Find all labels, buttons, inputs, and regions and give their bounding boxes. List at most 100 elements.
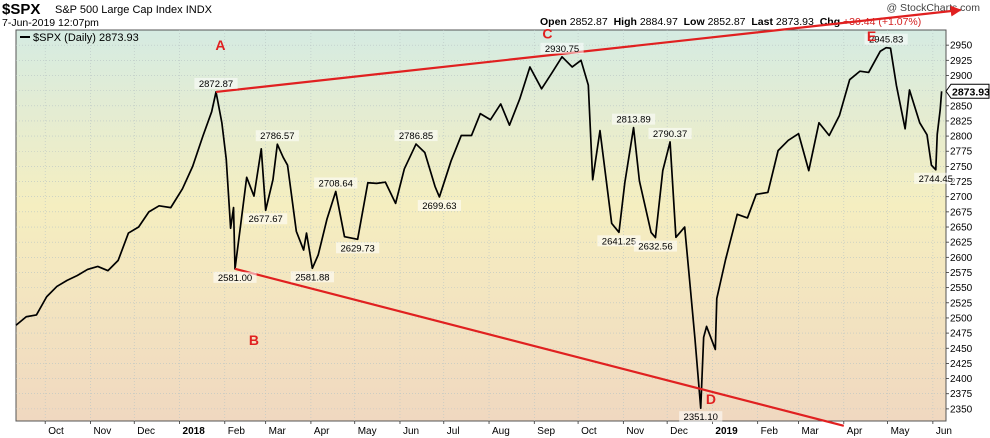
x-tick-label: Sep	[537, 426, 555, 437]
y-tick-label: 2425	[950, 359, 973, 370]
x-tick-label: Dec	[670, 426, 688, 437]
instrument-name: S&P 500 Large Cap Index INDX	[55, 4, 212, 16]
x-tick-label: Oct	[581, 426, 597, 437]
price-label-bg	[255, 130, 299, 142]
x-tick-label: Jul	[447, 426, 460, 437]
plot-area	[15, 29, 947, 422]
open-label: Open	[540, 16, 567, 28]
low-label: Low	[683, 16, 705, 28]
price-label-bg	[417, 199, 461, 211]
price-label: 2786.85	[399, 131, 433, 142]
x-tick-label: 2018	[183, 426, 206, 437]
instrument-full-name: S&P 500 Large Cap Index	[55, 4, 183, 16]
high-label: High	[613, 16, 637, 28]
last-label: Last	[751, 16, 773, 28]
price-label: 2786.57	[260, 131, 294, 142]
x-tick-label: Apr	[314, 426, 330, 437]
y-tick-label: 2475	[950, 329, 973, 340]
y-tick-label: 2900	[950, 71, 973, 82]
price-label: 2677.67	[248, 214, 282, 225]
y-tick-label: 2650	[950, 223, 973, 234]
x-tick-label: Nov	[93, 426, 111, 437]
exchange-code: INDX	[185, 4, 212, 16]
price-label-bg	[914, 172, 958, 184]
last-price-tag-text: 2873.93	[952, 86, 990, 98]
y-tick-label: 2375	[950, 389, 973, 400]
low-value: 2852.87	[707, 16, 746, 28]
y-tick-label: 2950	[950, 41, 973, 52]
series-layer	[15, 46, 943, 410]
y-tick-label: 2450	[950, 344, 973, 355]
wave-label: A	[215, 37, 225, 53]
price-label-bg	[194, 77, 238, 89]
x-tick-label: 2019	[715, 426, 738, 437]
x-tick-label: Aug	[492, 426, 510, 437]
x-tick-label: Oct	[48, 426, 64, 437]
price-label: 2744.45	[919, 174, 953, 185]
x-tick-label: Feb	[228, 426, 246, 437]
y-tick-label: 2625	[950, 238, 973, 249]
price-label: 2641.25	[602, 236, 636, 247]
y-tick-label: 2800	[950, 132, 973, 143]
last-price-tag-shape	[945, 83, 990, 99]
price-label: 2708.64	[319, 178, 353, 189]
x-tick-label: Jun	[403, 426, 419, 437]
x-tick-label: May	[358, 426, 377, 437]
grid	[16, 30, 946, 421]
price-label: 2813.89	[616, 115, 650, 126]
price-label-bg	[648, 127, 692, 139]
y-tick-label: 2350	[950, 404, 973, 415]
y-tick-label: 2550	[950, 283, 973, 294]
y-tick-label: 2750	[950, 162, 973, 173]
wave-label: D	[706, 391, 716, 407]
price-label-bg	[864, 33, 908, 45]
y-tick-label: 2775	[950, 147, 973, 158]
x-tick-label: May	[891, 426, 910, 437]
symbol-title: $SPX	[2, 1, 41, 18]
chg-value: +30.44 (+1.07%)	[843, 16, 922, 28]
trend-line	[234, 267, 845, 427]
wave-label: C	[542, 25, 552, 41]
y-tick-label: 2725	[950, 177, 973, 188]
price-label: 2699.63	[422, 201, 456, 212]
y-tick-label: 2825	[950, 116, 973, 127]
price-label-bg	[679, 411, 723, 423]
annotations: 2872.87 2581.00 2786.57 2677.67 2581.88 2708.…	[194, 5, 962, 427]
x-tick-label: Dec	[137, 426, 155, 437]
price-label: 2632.56	[638, 242, 672, 253]
price-label: 2629.73	[340, 243, 374, 254]
price-label: 2930.75	[545, 44, 579, 55]
price-label: 2581.88	[295, 272, 329, 283]
price-label-bg	[314, 177, 358, 189]
price-label-bg	[633, 240, 678, 252]
y-tick-label: 2925	[950, 56, 973, 67]
chart-legend: $SPX (Daily) 2873.93	[20, 32, 139, 44]
wave-label: E	[867, 28, 876, 44]
x-tick-label: Mar	[802, 426, 820, 437]
y-tick-label: 2525	[950, 298, 973, 309]
price-series-line	[15, 46, 943, 410]
y-tick-label: 2675	[950, 207, 973, 218]
price-label-bg	[290, 271, 334, 283]
x-tick-label: Feb	[761, 426, 779, 437]
price-label-bg	[597, 235, 641, 247]
last-price-tag: 2873.93	[945, 83, 990, 99]
price-label-bg	[611, 113, 656, 125]
axes: 2350 2375 2400 2425 2450 2475 2500 2525 2550 2575…	[44, 41, 973, 437]
price-label-bg	[394, 130, 438, 142]
y-tick-label: 2600	[950, 253, 973, 264]
last-value: 2873.93	[775, 16, 814, 28]
y-tick-label: 2850	[950, 101, 973, 112]
open-value: 2852.87	[569, 16, 608, 28]
x-tick-label: Jun	[936, 426, 952, 437]
wave-label: B	[249, 332, 259, 348]
price-label-bg	[213, 271, 257, 283]
x-tick-label: Apr	[847, 426, 863, 437]
y-tick-label: 2400	[950, 374, 973, 385]
price-label-bg	[540, 42, 584, 54]
price-label: 2790.37	[653, 129, 687, 140]
price-label: 2351.10	[684, 412, 718, 423]
legend-text: $SPX (Daily) 2873.93	[33, 32, 139, 44]
y-tick-label: 2700	[950, 192, 973, 203]
